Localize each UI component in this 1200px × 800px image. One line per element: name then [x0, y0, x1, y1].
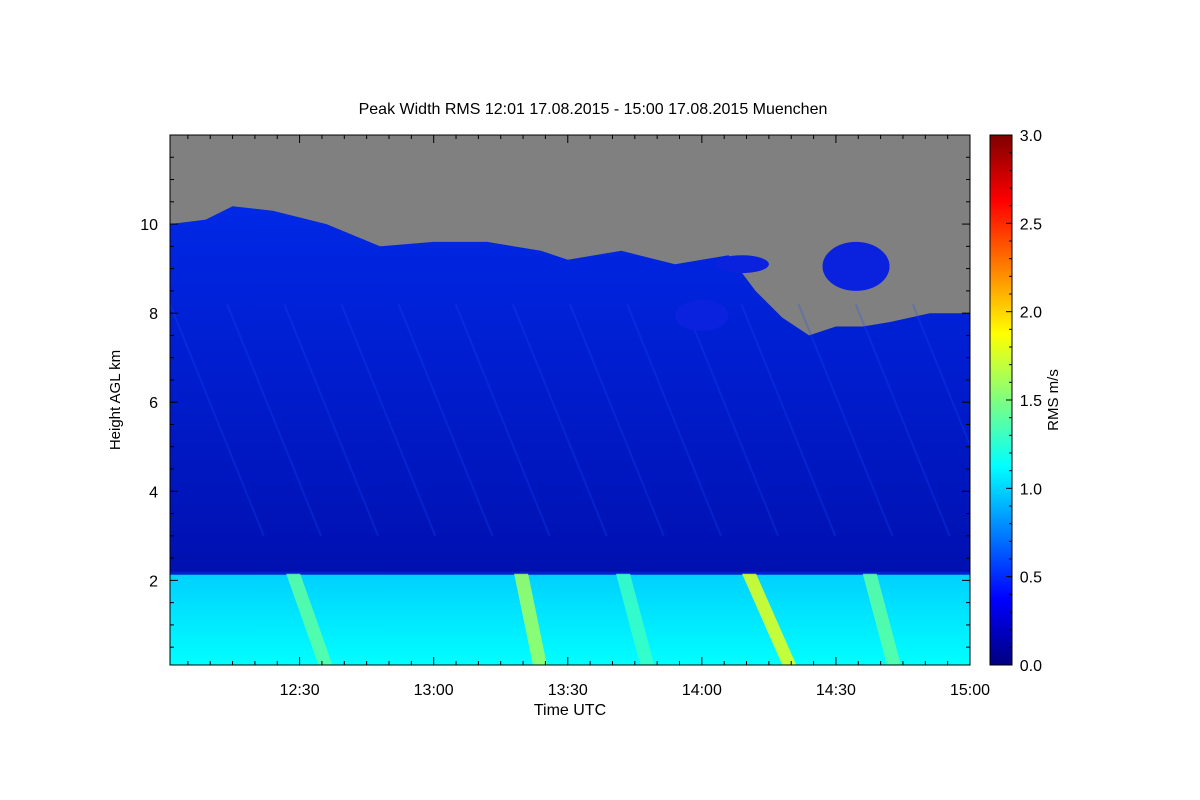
colorbar-tick-label: 2.0 [1020, 305, 1042, 322]
ft-texture-streak [511, 303, 608, 537]
ft-texture-streak [397, 303, 494, 537]
free-troposphere-streaks [170, 303, 970, 537]
ft-texture-streak [683, 303, 780, 537]
cloud-patch [715, 255, 769, 274]
cloud-patch [675, 299, 729, 331]
colorbar-tick-label: 0.0 [1020, 658, 1042, 675]
ft-texture-streak [226, 303, 322, 537]
boundary-layer-region [170, 573, 970, 665]
boundary-layer-streaks [170, 571, 970, 665]
y-tick-label: 6 [149, 395, 158, 412]
y-tick-label: 4 [149, 484, 158, 501]
x-tick-label: 14:30 [816, 682, 856, 699]
high-rms-streak [862, 573, 901, 665]
high-rms-streak [742, 573, 797, 665]
y-tick-label: 2 [149, 573, 158, 590]
x-axis-label: Time UTC [534, 702, 606, 719]
x-tick-label: 13:30 [548, 682, 588, 699]
ft-texture-streak [340, 303, 437, 537]
cloud-patch [822, 241, 890, 291]
y-axis: 2 4 6 8 10 [140, 156, 970, 648]
ft-texture-streak [740, 303, 837, 537]
ft-texture-streak [797, 303, 894, 537]
x-tick-label: 14:00 [682, 682, 722, 699]
high-rms-streak [514, 573, 547, 665]
cloud-patches [675, 241, 890, 331]
ft-texture-streak [283, 303, 380, 537]
y-tick-label: 10 [140, 217, 158, 234]
colorbar-tick-label: 1.0 [1020, 481, 1042, 498]
colorbar-tick-label: 1.5 [1020, 393, 1042, 410]
y-tick-label: 8 [149, 306, 158, 323]
ft-texture-streak [854, 303, 951, 537]
boundary-layer-top [170, 571, 970, 575]
y-axis-label: Height AGL km [107, 350, 124, 450]
colorbar-tick-label: 2.5 [1020, 216, 1042, 233]
ft-texture-streak [911, 303, 970, 448]
free-troposphere-region [170, 206, 970, 574]
chart-title: Peak Width RMS 12:01 17.08.2015 - 15:00 … [359, 101, 828, 118]
ft-texture-streak [569, 303, 665, 537]
high-rms-streak [286, 573, 333, 665]
plot-frame [169, 134, 971, 666]
ft-texture-streak [454, 303, 551, 537]
x-tick-label: 15:00 [950, 682, 990, 699]
high-rms-streak [616, 573, 655, 665]
plot-area [170, 135, 970, 665]
colorbar-tick-label: 3.0 [1020, 128, 1042, 145]
colorbar-label: RMS m/s [1045, 369, 1062, 431]
ft-texture-streak [626, 303, 722, 537]
colorbar-ticks: 0.0 0.5 1.0 1.5 2.0 2.5 3.0 [1006, 128, 1042, 675]
ft-texture-streak [170, 303, 265, 537]
colorbar-tick-label: 0.5 [1020, 570, 1042, 587]
x-tick-label: 12:30 [280, 682, 320, 699]
colorbar: 0.0 0.5 1.0 1.5 2.0 2.5 3.0 RMS m/s [989, 128, 1062, 675]
x-tick-label: 13:00 [414, 682, 454, 699]
x-axis: 12:30 13:00 13:30 14:00 14:30 15:00 [187, 135, 990, 699]
